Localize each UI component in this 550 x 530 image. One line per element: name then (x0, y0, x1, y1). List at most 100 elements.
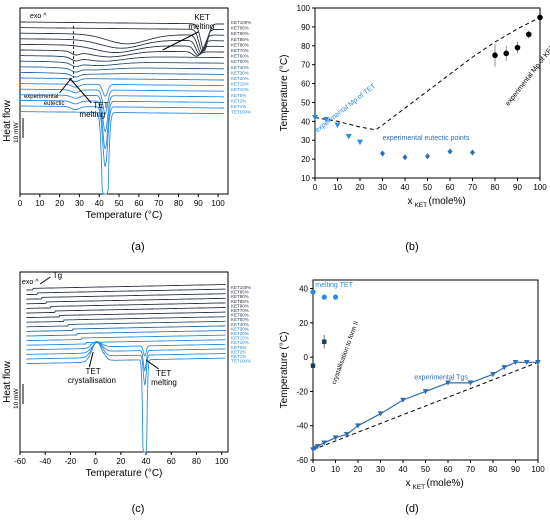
d-xlabel: x (406, 478, 411, 489)
c-trace-label: KET85% (231, 299, 249, 304)
b-ann-ket: experimental Mp of KET (505, 43, 550, 107)
a-trace (20, 27, 224, 53)
a-trace-label: KET50% (231, 59, 249, 64)
b-xtick-label: 20 (356, 183, 365, 192)
c-trace (26, 302, 226, 309)
d-tg-point (422, 389, 429, 395)
d-tg-point (535, 359, 541, 366)
a-trace (20, 71, 224, 78)
c-xtick-label: -20 (65, 457, 77, 466)
d-xlabel-sub: KET (413, 484, 426, 491)
panel-c: -60 -40 -20 0 20 40 60 80 100 KET100% KET95% KET90%… (0, 262, 275, 525)
c-trace (26, 341, 226, 453)
b-tet-point (357, 139, 363, 146)
c-xtick-label: 80 (192, 457, 201, 466)
c-xtick-label: 0 (93, 457, 98, 466)
b-eut-point (402, 154, 408, 161)
panel-a: 0 10 20 30 40 50 60 70 80 90 100 KET100% KET95% KET90… (0, 0, 275, 262)
d-tg-point (467, 380, 474, 386)
b-ket-point (492, 52, 498, 59)
a-xtick-label: 30 (75, 199, 84, 208)
a-trace-label: KET10% (231, 87, 249, 92)
d-xtick-label: 60 (444, 465, 453, 474)
a-trace-label: KET80% (231, 42, 249, 47)
a-trace (20, 105, 224, 167)
d-panel-label: (d) (405, 503, 418, 515)
d-ytick-label: -40 (296, 422, 308, 431)
a-trace (20, 88, 224, 116)
a-trace-label: KET20% (231, 76, 249, 81)
b-xtick-label: 80 (491, 183, 500, 192)
d-tg-point (523, 359, 530, 366)
c-trace (26, 316, 226, 323)
a-trace-label: KET95% (231, 26, 249, 31)
a-trace-label: KET90% (231, 31, 249, 36)
c-trace (26, 341, 226, 357)
b-xtick-label: 50 (423, 183, 432, 192)
d-ylabel: Temperature (°C) (279, 332, 290, 409)
c-trace (26, 311, 226, 319)
a-xtick-label: 70 (154, 199, 163, 208)
c-melt-arrow (145, 359, 159, 370)
c-trace (26, 320, 226, 328)
c-trace (26, 341, 226, 373)
d-ytick-label: -60 (296, 456, 308, 465)
c-trace-label: KET60% (231, 313, 249, 318)
panel-d: 0 10 20 30 40 50 60 70 80 90 100 -60 -40 -20 0 20 40 melt… (275, 262, 550, 525)
a-trace-label: TET100% (231, 110, 251, 115)
c-trace (26, 284, 226, 291)
a-xlabel: Temperature (°C) (86, 210, 163, 221)
d-xtick-label: 70 (466, 465, 475, 474)
d-xtick-label: 20 (354, 465, 363, 474)
d-tg-point (314, 443, 321, 450)
a-frame (19, 7, 229, 195)
d-tg-point (343, 431, 350, 438)
d-xtick-label: 100 (531, 465, 545, 474)
c-trace-label: KET5% (231, 345, 246, 350)
b-xtick-label: 10 (333, 183, 342, 192)
a-ket-label2: melting (188, 22, 214, 31)
c-frame (19, 271, 229, 453)
b-ytick-label: 70 (301, 61, 310, 70)
b-xtick-label: 60 (446, 183, 455, 192)
b-ytick-label: 40 (301, 117, 310, 126)
b-ann-eut: experimental eutectic points (383, 135, 470, 142)
b-ytick-label: 10 (301, 174, 310, 183)
c-trace (26, 293, 226, 300)
b-xtick-label: 40 (401, 183, 410, 192)
c-xtick-label: 40 (142, 457, 151, 466)
c-trace-label: KET15% (231, 336, 249, 341)
c-ylabel: Heat flow (2, 360, 13, 402)
b-tet-point (345, 133, 352, 140)
c-trace-label: KET1% (231, 354, 246, 359)
d-tg-point (490, 371, 496, 378)
a-trace-label: KET70% (231, 48, 249, 53)
c-xtick-label: -40 (39, 457, 51, 466)
b-eut-point (447, 148, 453, 155)
a-trace (20, 38, 224, 55)
b-xtick-label: 0 (313, 183, 318, 192)
d-tg-point (355, 423, 361, 429)
b-ideal-curve (314, 16, 541, 131)
b-xtick-label: 70 (468, 183, 477, 192)
a-trace (20, 21, 224, 52)
b-tet-point (312, 115, 318, 121)
c-trace (26, 339, 226, 346)
a-xtick-label: 80 (174, 199, 183, 208)
b-tet-point (334, 122, 341, 129)
c-tg-arrow (39, 276, 51, 285)
a-xtick-label: 100 (211, 199, 225, 208)
a-xtick-label: 20 (55, 199, 64, 208)
b-panel-label: (b) (405, 241, 418, 253)
a-trace (20, 32, 224, 54)
a-trace (20, 49, 224, 58)
a-trace (20, 111, 224, 195)
c-trace-label: KET40% (231, 322, 249, 327)
b-ytick-label: 100 (297, 4, 311, 13)
d-xtick-label: 80 (489, 465, 498, 474)
c-trace-label: KET2% (231, 349, 246, 354)
c-melt-label2: melting (151, 378, 177, 387)
chart-b-svg: 0 10 20 30 40 50 60 70 80 90 100102030405060708090… (279, 4, 550, 253)
b-ytick-label: 80 (301, 42, 310, 51)
b-ket-point (514, 44, 521, 51)
